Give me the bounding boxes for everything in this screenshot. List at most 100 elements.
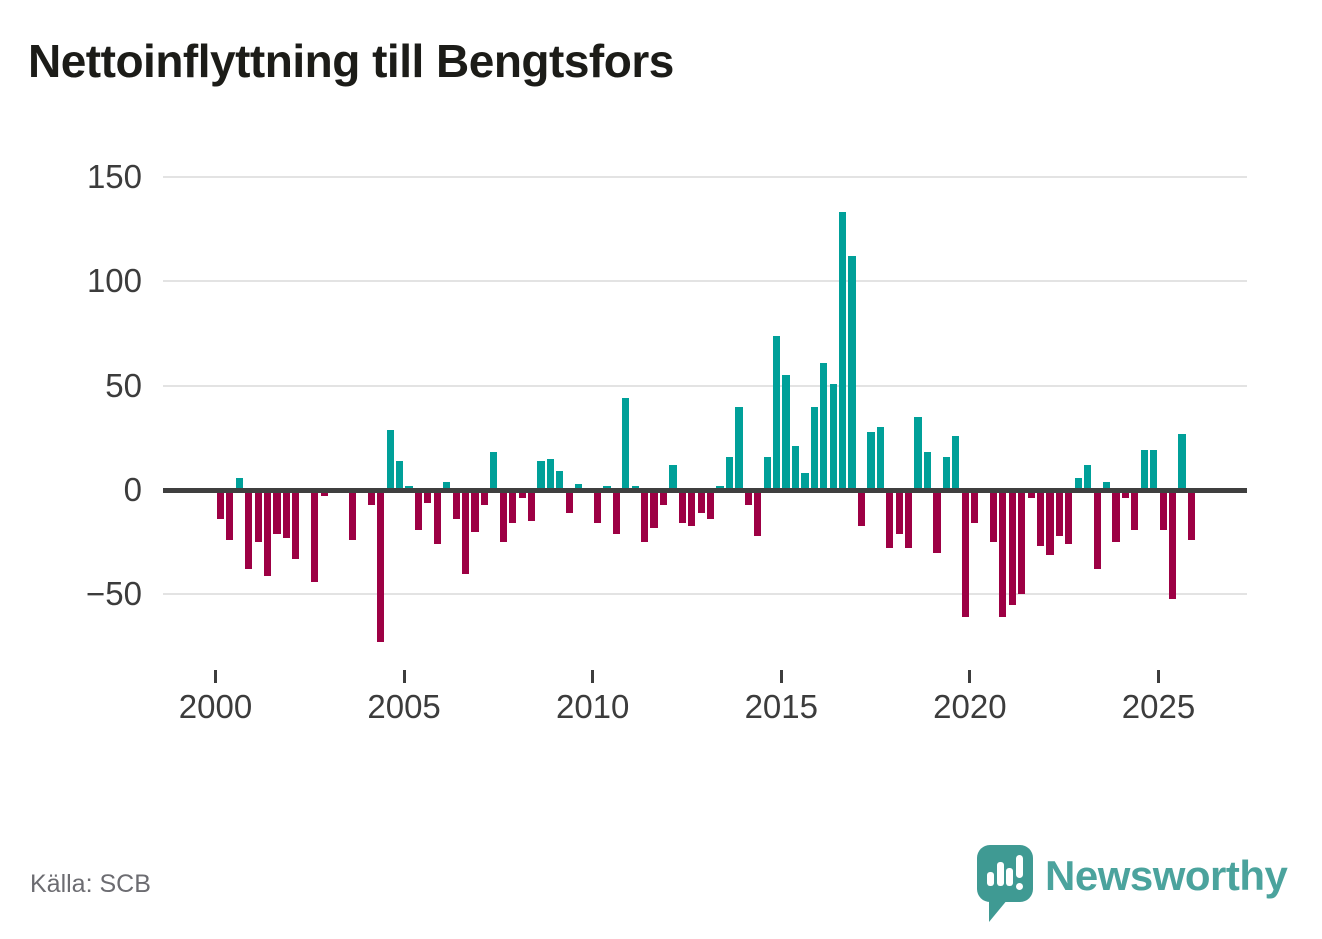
x-tick-mark (1157, 670, 1160, 683)
bar-negative (697, 490, 705, 513)
bar-negative (1159, 490, 1167, 530)
bar-positive (829, 383, 837, 490)
newsworthy-logo: Newsworthy (977, 845, 1322, 935)
bar-negative (292, 490, 300, 559)
zero-baseline (163, 488, 1247, 493)
logo-bubble-tail (989, 899, 1008, 922)
bar-negative (216, 490, 225, 520)
y-tick-label: 50 (105, 366, 142, 404)
bar-positive (235, 477, 243, 490)
bar-negative (659, 490, 668, 505)
bar-negative (707, 490, 715, 520)
bar-positive (735, 406, 743, 490)
bar-positive (1150, 450, 1158, 490)
bar-negative (1168, 490, 1177, 599)
logo-mini-bar-2 (996, 862, 1004, 886)
bar-positive (716, 485, 724, 490)
bar-negative (933, 490, 941, 553)
logo-wordmark: Newsworthy (1045, 852, 1288, 899)
x-tick-mark (214, 670, 217, 683)
bar-negative (480, 490, 489, 505)
bar-negative (886, 490, 894, 549)
bar-positive (631, 485, 639, 490)
y-tick-label: −50 (86, 575, 142, 613)
bar-negative (1065, 490, 1073, 545)
bar-positive (848, 256, 856, 490)
x-tick-label: 2005 (367, 688, 441, 725)
bar-positive (1102, 481, 1111, 490)
bar-positive (622, 398, 630, 490)
bar-negative (433, 490, 441, 545)
bar-negative (424, 490, 432, 503)
bar-positive (537, 460, 545, 490)
bar-negative (744, 490, 752, 505)
bar-negative (471, 490, 479, 532)
bar-positive (942, 456, 950, 490)
bar-positive (1140, 450, 1148, 490)
bar-negative (527, 490, 536, 522)
x-tick-mark (968, 670, 972, 683)
logo-mini-bar-3 (1006, 868, 1013, 886)
bar-positive (1074, 477, 1082, 490)
bar-negative (754, 490, 762, 536)
bar-negative (518, 490, 526, 499)
gridline-100 (163, 280, 1247, 283)
bar-positive (395, 460, 404, 490)
bar-negative (263, 490, 272, 576)
bar-positive (1084, 465, 1092, 490)
bar-negative (377, 490, 385, 643)
bar-positive (782, 375, 790, 490)
bar-negative (895, 490, 903, 534)
bar-negative (414, 490, 423, 530)
y-tick-label: 100 (86, 262, 142, 300)
bar-positive (443, 481, 451, 490)
bar-positive (669, 465, 677, 490)
x-tick-label: 2025 (1121, 688, 1196, 725)
bar-negative (282, 490, 291, 538)
bar-negative (612, 490, 620, 534)
bar-positive (839, 212, 847, 490)
x-tick-mark (591, 670, 595, 683)
bar-negative (509, 490, 517, 524)
bar-negative (499, 490, 507, 543)
bar-positive (820, 362, 828, 490)
bar-positive (386, 429, 394, 490)
bar-negative (905, 490, 913, 549)
x-tick-label: 2010 (555, 688, 630, 725)
bar-negative (226, 490, 234, 541)
logo-speech-bubble-icon (977, 845, 1033, 902)
bar-positive (546, 458, 554, 490)
bar-positive (801, 473, 809, 490)
bar-positive (791, 446, 800, 490)
bar-positive (763, 456, 771, 490)
logo-exclamation-dot (1016, 883, 1023, 890)
x-tick-label: 2000 (178, 688, 253, 725)
bar-negative (999, 490, 1007, 618)
bar-negative (961, 490, 969, 618)
gridline-150 (163, 175, 1247, 178)
bar-negative (367, 490, 375, 505)
x-tick-label: 2015 (744, 688, 818, 725)
bar-positive (1178, 433, 1186, 490)
bar-negative (593, 490, 602, 524)
bar-positive (405, 485, 413, 490)
bar-negative (650, 490, 658, 528)
bar-negative (1055, 490, 1064, 536)
x-tick-mark (402, 670, 406, 683)
bar-negative (348, 490, 357, 541)
y-tick-label: 150 (86, 157, 142, 195)
source-attribution: Källa: SCB (30, 870, 151, 898)
bar-negative (989, 490, 998, 543)
x-tick-label: 2020 (933, 688, 1007, 725)
bar-negative (857, 490, 866, 526)
bar-negative (1093, 490, 1101, 570)
bar-negative (245, 490, 253, 570)
bar-negative (971, 490, 979, 524)
bar-positive (914, 417, 922, 490)
bar-negative (254, 490, 262, 543)
bar-negative (1036, 490, 1045, 547)
bar-negative (1121, 490, 1130, 499)
bar-negative (688, 490, 696, 526)
bar-negative (273, 490, 281, 534)
bar-positive (867, 431, 875, 490)
